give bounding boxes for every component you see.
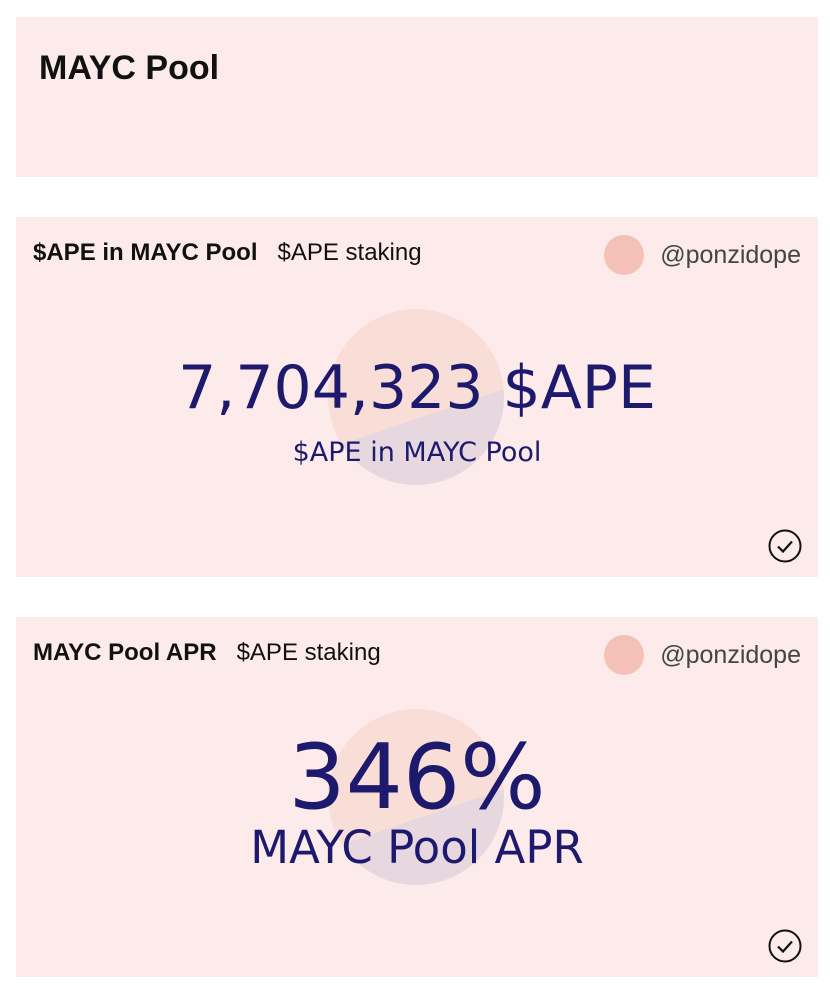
avatar [604, 635, 645, 675]
author-link[interactable]: @ponzidope [604, 635, 801, 675]
card-title: $APE in MAYC Pool [33, 239, 258, 266]
metric-value: 7,704,323 $APE [178, 353, 656, 423]
logo-watermark-icon [328, 709, 504, 885]
page-title: MAYC Pool [39, 49, 220, 87]
page-header-card: MAYC Pool [16, 17, 818, 177]
metric-card: $APE in MAYC Pool $APE staking @ponzidope… [16, 217, 818, 577]
card-header: $APE in MAYC Pool $APE staking [33, 239, 422, 267]
logo-watermark-icon [328, 309, 504, 485]
metric-value: 346% [288, 725, 546, 830]
author-name: @ponzidope [660, 240, 801, 269]
card-category: $APE staking [236, 639, 381, 666]
card-category: $APE staking [277, 239, 422, 266]
check-circle-icon[interactable] [768, 929, 802, 963]
author-link[interactable]: @ponzidope [604, 235, 801, 275]
card-title: MAYC Pool APR [33, 639, 217, 666]
author-name: @ponzidope [660, 640, 801, 669]
avatar [604, 235, 645, 275]
check-circle-icon[interactable] [768, 529, 802, 563]
metric-label: MAYC Pool APR [250, 821, 584, 874]
metric-label: $APE in MAYC Pool [292, 437, 542, 468]
metric-card: MAYC Pool APR $APE staking @ponzidope 346… [16, 617, 818, 977]
card-header: MAYC Pool APR $APE staking [33, 639, 381, 667]
